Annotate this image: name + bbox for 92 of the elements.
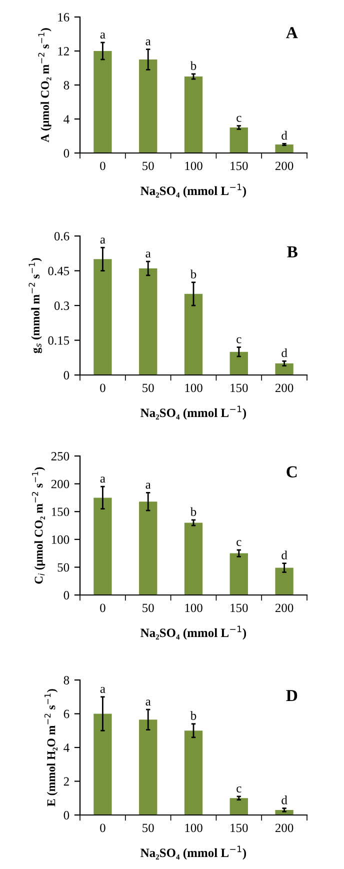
bar xyxy=(94,259,112,375)
y-tick-label: 0 xyxy=(64,149,70,158)
annotation: b xyxy=(190,711,196,720)
annotation: c xyxy=(236,540,242,546)
y-axis-title: g$_{s}$ (mmol m$^{−2}$ s$^{−1}$) xyxy=(28,258,42,354)
y-tick-label: 6 xyxy=(64,710,70,718)
x-axis-title: Na₂SO₄ (mmol L$^{−1}$) xyxy=(140,846,246,860)
y-tick-label: 2 xyxy=(64,777,69,786)
y-tick-label: 12 xyxy=(58,47,69,56)
x-axis-title: Na₂SO₄ (mmol L$^{−1}$) xyxy=(140,184,246,198)
chart-title: B xyxy=(287,246,298,258)
annotation: a xyxy=(146,252,151,258)
x-axis-title: Na₂SO₄ (mmol L$^{−1}$) xyxy=(140,626,246,640)
bar xyxy=(184,76,203,153)
bar xyxy=(94,714,112,815)
x-tick-label: 200 xyxy=(275,384,294,392)
x-tick-label: 100 xyxy=(185,384,202,392)
bar xyxy=(139,268,158,375)
chart-title: C xyxy=(286,466,297,478)
x-tick-label: 50 xyxy=(142,824,154,832)
chart-title: D xyxy=(286,690,298,702)
x-tick-label: 0 xyxy=(100,824,106,832)
x-tick-label: 150 xyxy=(230,824,248,832)
y-tick-label: 8 xyxy=(64,676,70,684)
y-axis-title: A (μmol CO₂ m$^{−2}$ s$^{−1}$) xyxy=(38,28,52,142)
annotation: a xyxy=(146,39,151,46)
y-tick-label: 250 xyxy=(51,452,70,460)
x-tick-label: 150 xyxy=(230,384,248,392)
y-axis-title: C$_{i}$ (μmol CO₂ m$^{−2}$ s$^{−1}$) xyxy=(32,467,46,584)
annotation: c xyxy=(236,786,242,793)
x-tick-label: 0 xyxy=(100,162,106,170)
y-tick-label: 0.15 xyxy=(48,336,70,345)
bar xyxy=(230,553,248,595)
annotation: c xyxy=(236,337,242,344)
annotation: a xyxy=(100,32,106,39)
y-tick-label: 100 xyxy=(52,535,70,544)
y-tick-label: 4 xyxy=(64,744,70,752)
bar xyxy=(275,363,294,375)
y-tick-label: 0 xyxy=(64,811,70,820)
y-tick-label: 0.45 xyxy=(48,266,70,276)
x-tick-label: 200 xyxy=(275,604,294,612)
annotation: a xyxy=(100,686,106,693)
chart-title: A xyxy=(286,27,298,38)
bar xyxy=(184,730,203,815)
x-tick-label: 50 xyxy=(142,162,154,170)
x-tick-label: 0 xyxy=(100,384,106,392)
annotation: a xyxy=(100,238,106,244)
x-tick-label: 200 xyxy=(275,824,294,832)
y-tick-label: 50 xyxy=(58,563,70,572)
y-tick-label: 8 xyxy=(64,81,70,90)
x-tick-label: 150 xyxy=(230,604,248,612)
y-tick-label: 0 xyxy=(64,371,70,380)
y-tick-label: 16 xyxy=(58,13,70,22)
x-tick-label: 50 xyxy=(142,384,154,392)
x-axis-title: Na₂SO₄ (mmol L$^{−1}$) xyxy=(140,406,246,420)
annotation: d xyxy=(282,550,288,560)
bar xyxy=(230,798,248,815)
x-tick-label: 200 xyxy=(275,162,294,170)
x-tick-label: 0 xyxy=(100,604,106,612)
x-tick-label: 50 xyxy=(142,604,154,612)
bar xyxy=(94,51,112,153)
y-tick-label: 0.3 xyxy=(54,302,70,310)
y-tick-label: 0 xyxy=(64,591,70,600)
y-axis-title: E (mmol H₂O m$^{−2}$ s$^{−1}$) xyxy=(44,689,58,806)
bar xyxy=(139,60,158,153)
x-tick-label: 100 xyxy=(185,162,202,170)
bar xyxy=(230,352,248,375)
annotation: a xyxy=(100,476,106,483)
annotation: d xyxy=(282,348,288,358)
annotation: d xyxy=(282,130,288,140)
bar xyxy=(230,128,248,153)
bar xyxy=(139,720,158,815)
bar xyxy=(139,502,158,595)
annotation: b xyxy=(190,61,196,70)
annotation: b xyxy=(190,270,196,278)
y-tick-label: 150 xyxy=(52,508,70,516)
y-tick-label: 200 xyxy=(51,480,70,488)
annotation: c xyxy=(236,116,242,122)
bar xyxy=(275,568,294,595)
x-tick-label: 100 xyxy=(185,824,202,832)
x-tick-label: 150 xyxy=(230,162,248,170)
x-tick-label: 100 xyxy=(185,604,202,612)
bar xyxy=(94,498,112,595)
annotation: b xyxy=(190,507,196,516)
annotation: a xyxy=(146,700,151,706)
annotation: d xyxy=(282,796,288,804)
y-tick-label: 0.6 xyxy=(54,232,70,241)
bar xyxy=(275,144,294,153)
y-tick-label: 4 xyxy=(64,115,70,124)
bar xyxy=(184,522,203,595)
annotation: a xyxy=(146,482,151,489)
bar xyxy=(184,294,203,375)
